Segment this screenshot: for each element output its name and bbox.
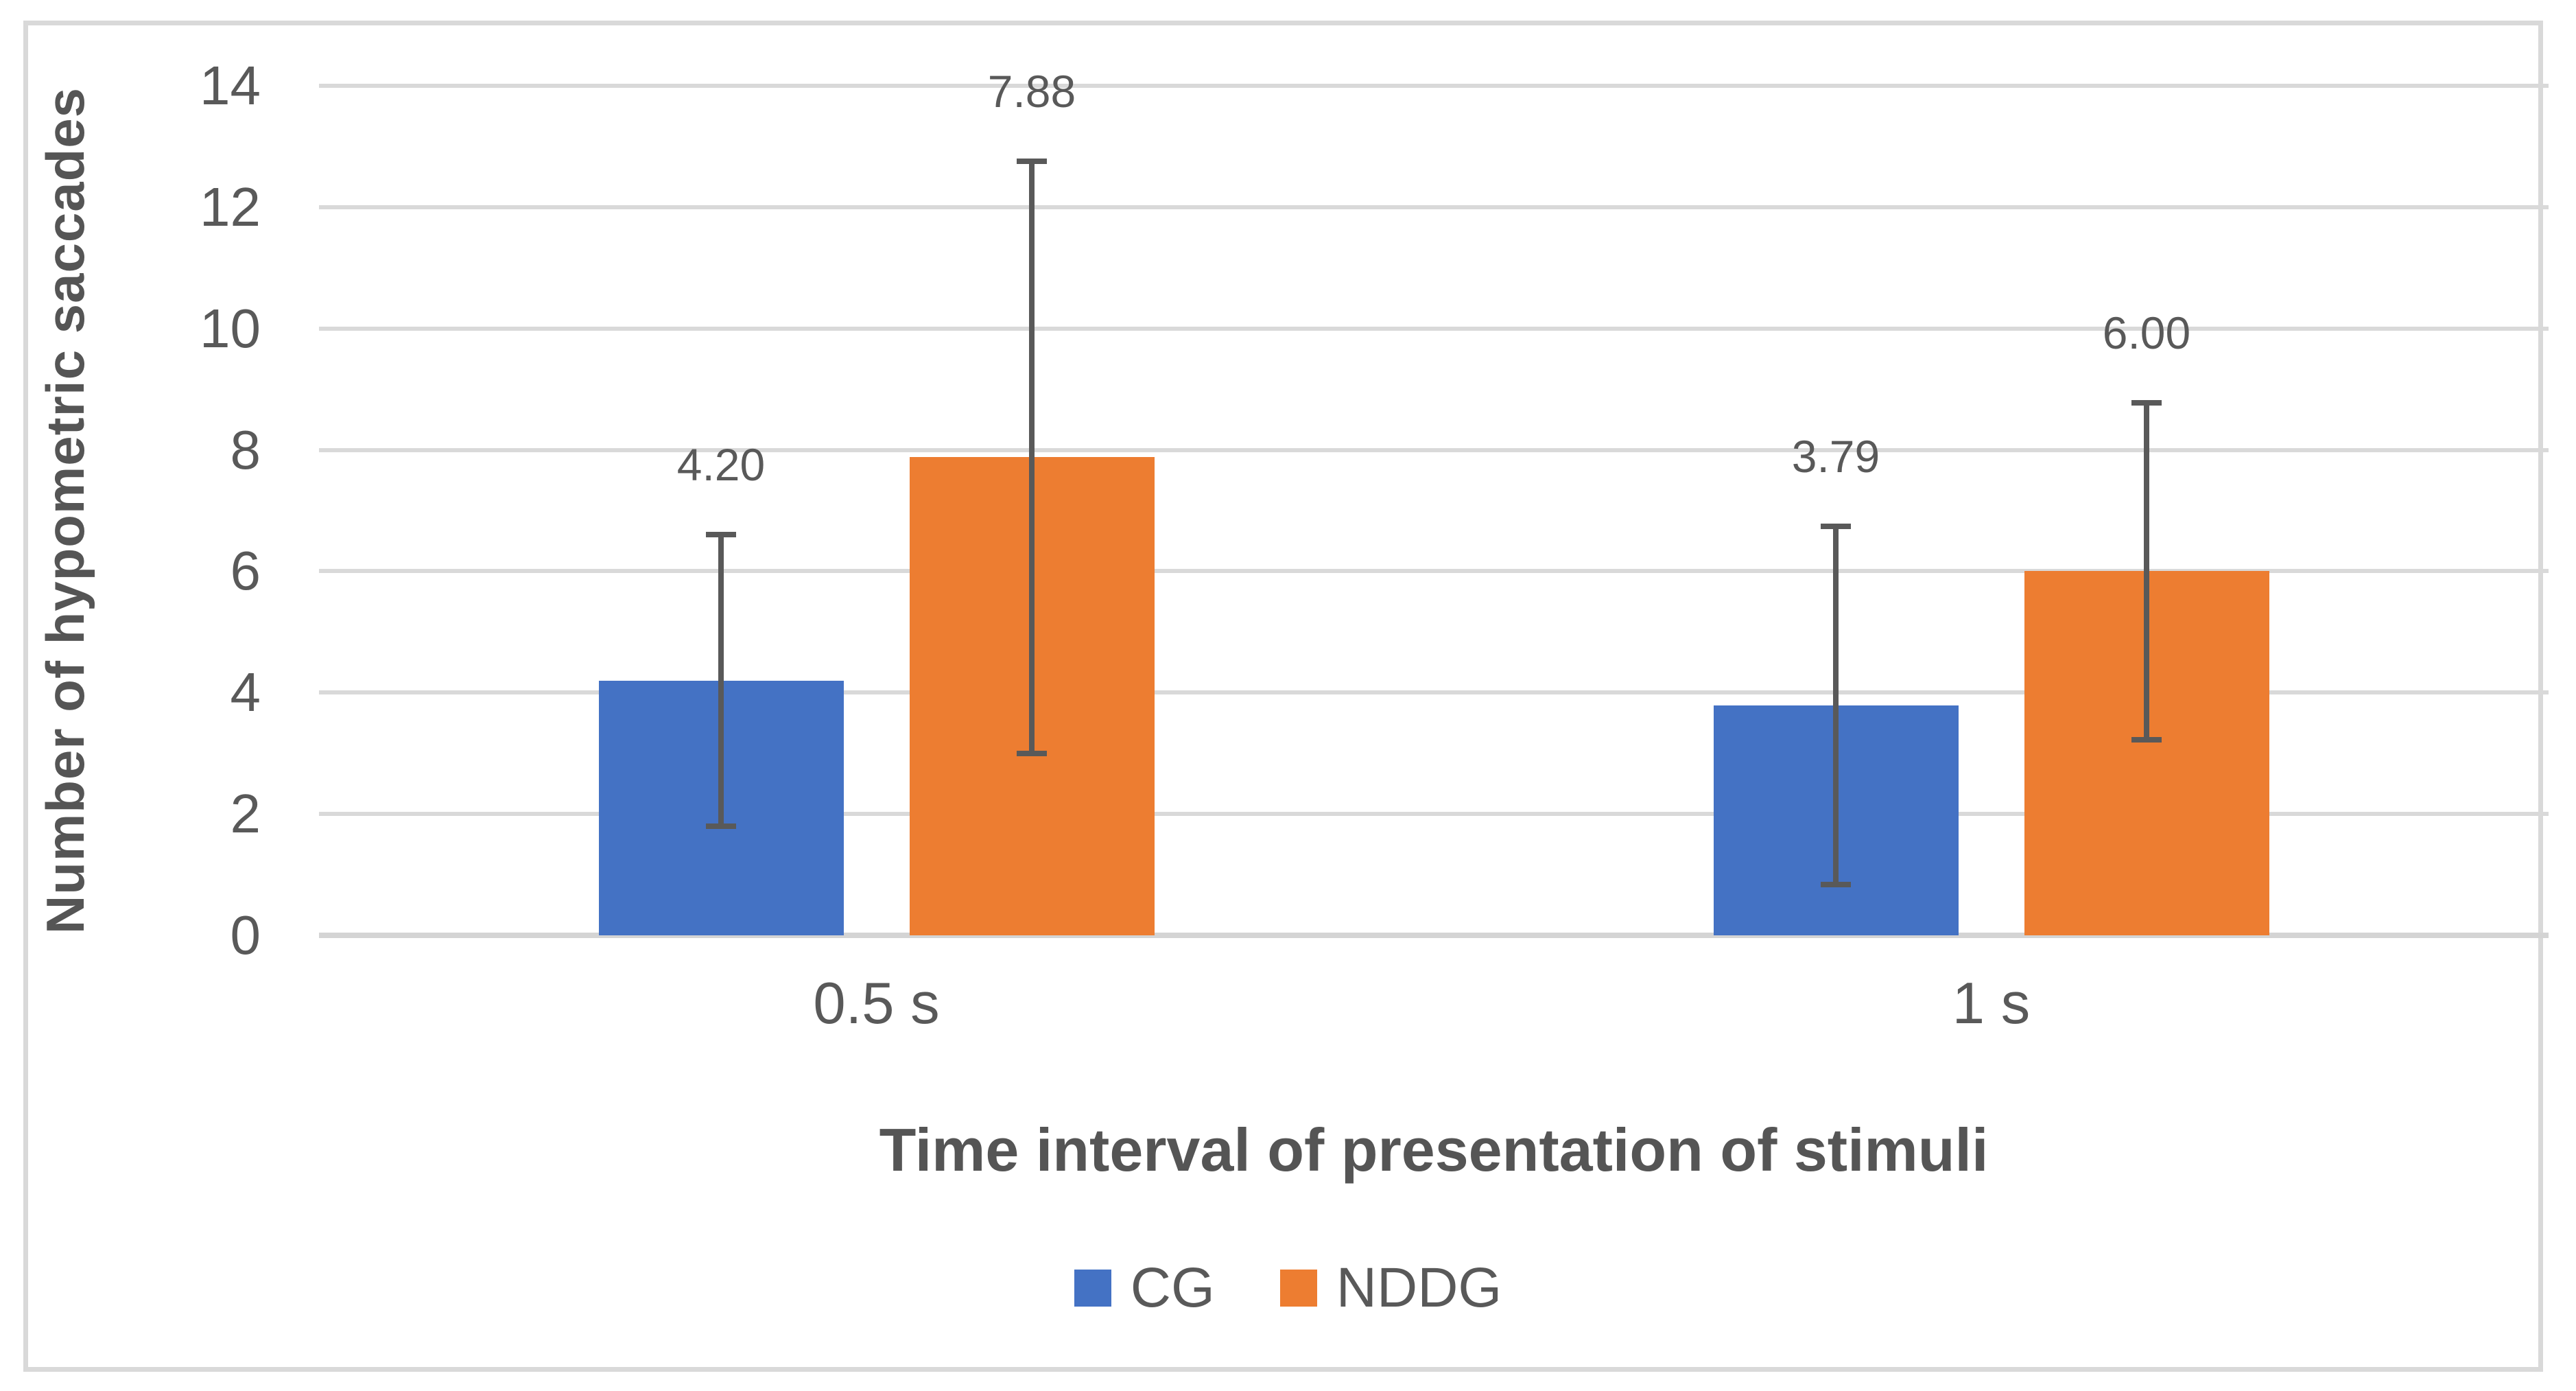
legend-item-nddg: NDDG	[1279, 1256, 1502, 1319]
gridline-y-12	[319, 204, 2549, 209]
error-cap-top-nddg-1	[1017, 158, 1047, 164]
y-tick-label-12: 12	[200, 176, 261, 237]
legend-swatch-nddg	[1279, 1270, 1317, 1307]
x-axis-line	[319, 933, 2549, 938]
x-category-label-1: 0.5 s	[813, 971, 940, 1036]
error-cap-top-cg-1	[706, 532, 736, 538]
legend-label-cg: CG	[1130, 1256, 1215, 1319]
x-axis-title: Time interval of presentation of stimuli	[879, 1116, 1989, 1184]
y-tick-label-4: 4	[230, 662, 261, 723]
y-tick-label-6: 6	[230, 540, 261, 602]
y-tick-label-10: 10	[200, 297, 261, 359]
error-bar-nddg-1	[1029, 161, 1035, 753]
legend-label-nddg: NDDG	[1336, 1256, 1502, 1319]
data-label-nddg-2: 6.00	[2102, 307, 2191, 358]
error-cap-bottom-nddg-1	[1017, 750, 1047, 756]
y-axis-ticks: 0 2 4 6 8 10 12 14	[0, 58, 268, 963]
error-cap-top-nddg-2	[2131, 399, 2162, 406]
y-tick-label-2: 2	[230, 783, 261, 845]
gridline-y-10	[319, 326, 2549, 331]
error-bar-nddg-2	[2144, 402, 2149, 740]
y-tick-label-14: 14	[200, 55, 261, 116]
legend-item-cg: CG	[1074, 1260, 1215, 1316]
gridline-y-8	[319, 447, 2549, 452]
error-bar-cg-2	[1833, 526, 1839, 885]
x-category-label-2: 1 s	[1952, 971, 2031, 1036]
x-axis-category-labels: 0.5 s 1 s	[319, 974, 2549, 1043]
gridline-y-6	[319, 569, 2549, 574]
error-cap-top-cg-2	[1821, 523, 1851, 529]
error-cap-bottom-cg-1	[706, 823, 736, 829]
y-tick-label-0: 0	[230, 904, 261, 966]
gridline-y-2	[319, 812, 2549, 817]
error-cap-bottom-cg-2	[1821, 881, 1851, 887]
data-label-nddg-1: 7.88	[987, 65, 1076, 117]
y-tick-label-8: 8	[230, 419, 261, 480]
data-label-cg-1: 4.20	[676, 439, 766, 491]
legend-swatch-cg	[1074, 1270, 1111, 1307]
gridline-y-14	[319, 84, 2549, 88]
gridline-y-4	[319, 690, 2549, 695]
data-label-cg-2: 3.79	[1791, 430, 1880, 482]
error-cap-bottom-nddg-2	[2131, 737, 2162, 743]
error-bar-cg-1	[718, 535, 724, 826]
plot-area: 4.20 7.88 3.79 6.00	[319, 69, 2549, 938]
legend: CG NDDG	[23, 1250, 2553, 1326]
